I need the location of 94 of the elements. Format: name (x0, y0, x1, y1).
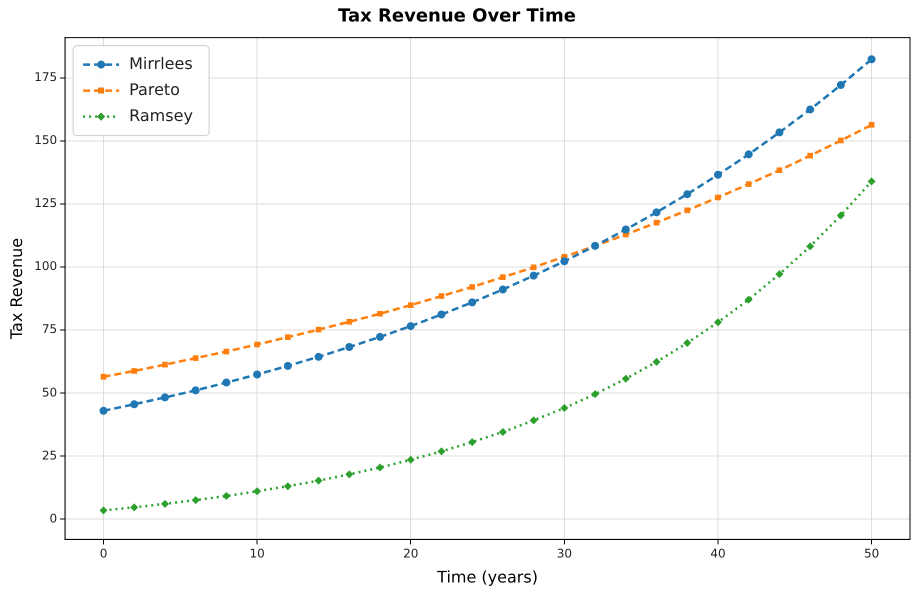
point (776, 167, 782, 174)
y-tick-label: 25 (42, 448, 58, 462)
point (438, 293, 444, 299)
point (468, 438, 476, 446)
y-tick-label: 50 (42, 385, 58, 400)
x-axis-title: Time (years) (436, 568, 538, 587)
point (406, 322, 415, 330)
point (160, 393, 169, 402)
point (714, 170, 722, 179)
legend-label: Ramsey (129, 106, 193, 125)
point (836, 81, 845, 90)
point (560, 257, 568, 266)
point (376, 464, 384, 472)
y-tick-label: 125 (34, 196, 58, 210)
point (560, 404, 568, 412)
point (775, 128, 784, 136)
point (622, 225, 630, 234)
point (868, 122, 874, 128)
point (715, 194, 721, 200)
legend-label: Mirrlees (129, 54, 193, 73)
point (224, 348, 230, 354)
point (222, 378, 230, 387)
point (162, 362, 168, 368)
point (746, 181, 752, 187)
x-tick-label: 20 (403, 546, 418, 561)
point (314, 476, 323, 485)
point (376, 332, 384, 341)
point (683, 190, 692, 198)
y-tick-label: 175 (34, 70, 58, 84)
point (498, 286, 507, 294)
point (469, 284, 476, 290)
point (100, 374, 106, 380)
point (868, 177, 876, 186)
point (836, 211, 845, 220)
point (652, 208, 661, 216)
y-tick-label: 100 (34, 259, 58, 274)
point (683, 338, 692, 347)
point (285, 334, 291, 340)
point (838, 138, 844, 144)
point (437, 310, 446, 318)
point (131, 368, 138, 374)
point (775, 270, 784, 278)
point (192, 355, 199, 361)
point (130, 503, 138, 512)
x-tick-label: 10 (249, 546, 265, 561)
point (346, 318, 352, 325)
point (130, 400, 138, 408)
point (284, 362, 292, 370)
x-tick-label: 30 (556, 546, 572, 561)
point (314, 352, 323, 361)
point (591, 390, 600, 398)
point (406, 456, 415, 464)
point (345, 470, 354, 478)
point (684, 208, 690, 214)
point (254, 342, 260, 348)
y-tick-label: 0 (49, 511, 58, 526)
point (345, 343, 354, 351)
point (530, 264, 536, 270)
point (192, 386, 200, 394)
x-tick-label: 40 (710, 546, 726, 561)
point (437, 447, 446, 456)
point (100, 406, 108, 415)
point (806, 242, 814, 250)
point (192, 496, 200, 504)
x-tick-label: 50 (864, 546, 880, 561)
point (284, 482, 292, 490)
point (714, 318, 722, 326)
point (652, 358, 661, 366)
x-tick-label: 0 (100, 546, 108, 561)
point (654, 220, 660, 226)
point (408, 302, 414, 308)
point (744, 296, 753, 304)
point (468, 298, 476, 306)
point (253, 370, 262, 378)
point (530, 416, 538, 424)
point (807, 152, 813, 158)
point (498, 428, 507, 436)
point (868, 55, 876, 64)
point (806, 105, 814, 114)
y-tick-label: 75 (42, 322, 58, 336)
legend-label: Pareto (129, 80, 180, 99)
point (100, 506, 108, 514)
point (222, 492, 230, 500)
point (316, 326, 322, 332)
y-tick-label: 150 (34, 133, 58, 148)
point (500, 274, 506, 280)
point (622, 374, 630, 383)
point (530, 272, 538, 280)
point (377, 310, 383, 317)
point (160, 500, 169, 508)
point (253, 487, 262, 496)
point (744, 150, 753, 158)
chart-title: Tax Revenue Over Time (338, 5, 576, 26)
y-axis-title: Tax Revenue (6, 238, 26, 340)
